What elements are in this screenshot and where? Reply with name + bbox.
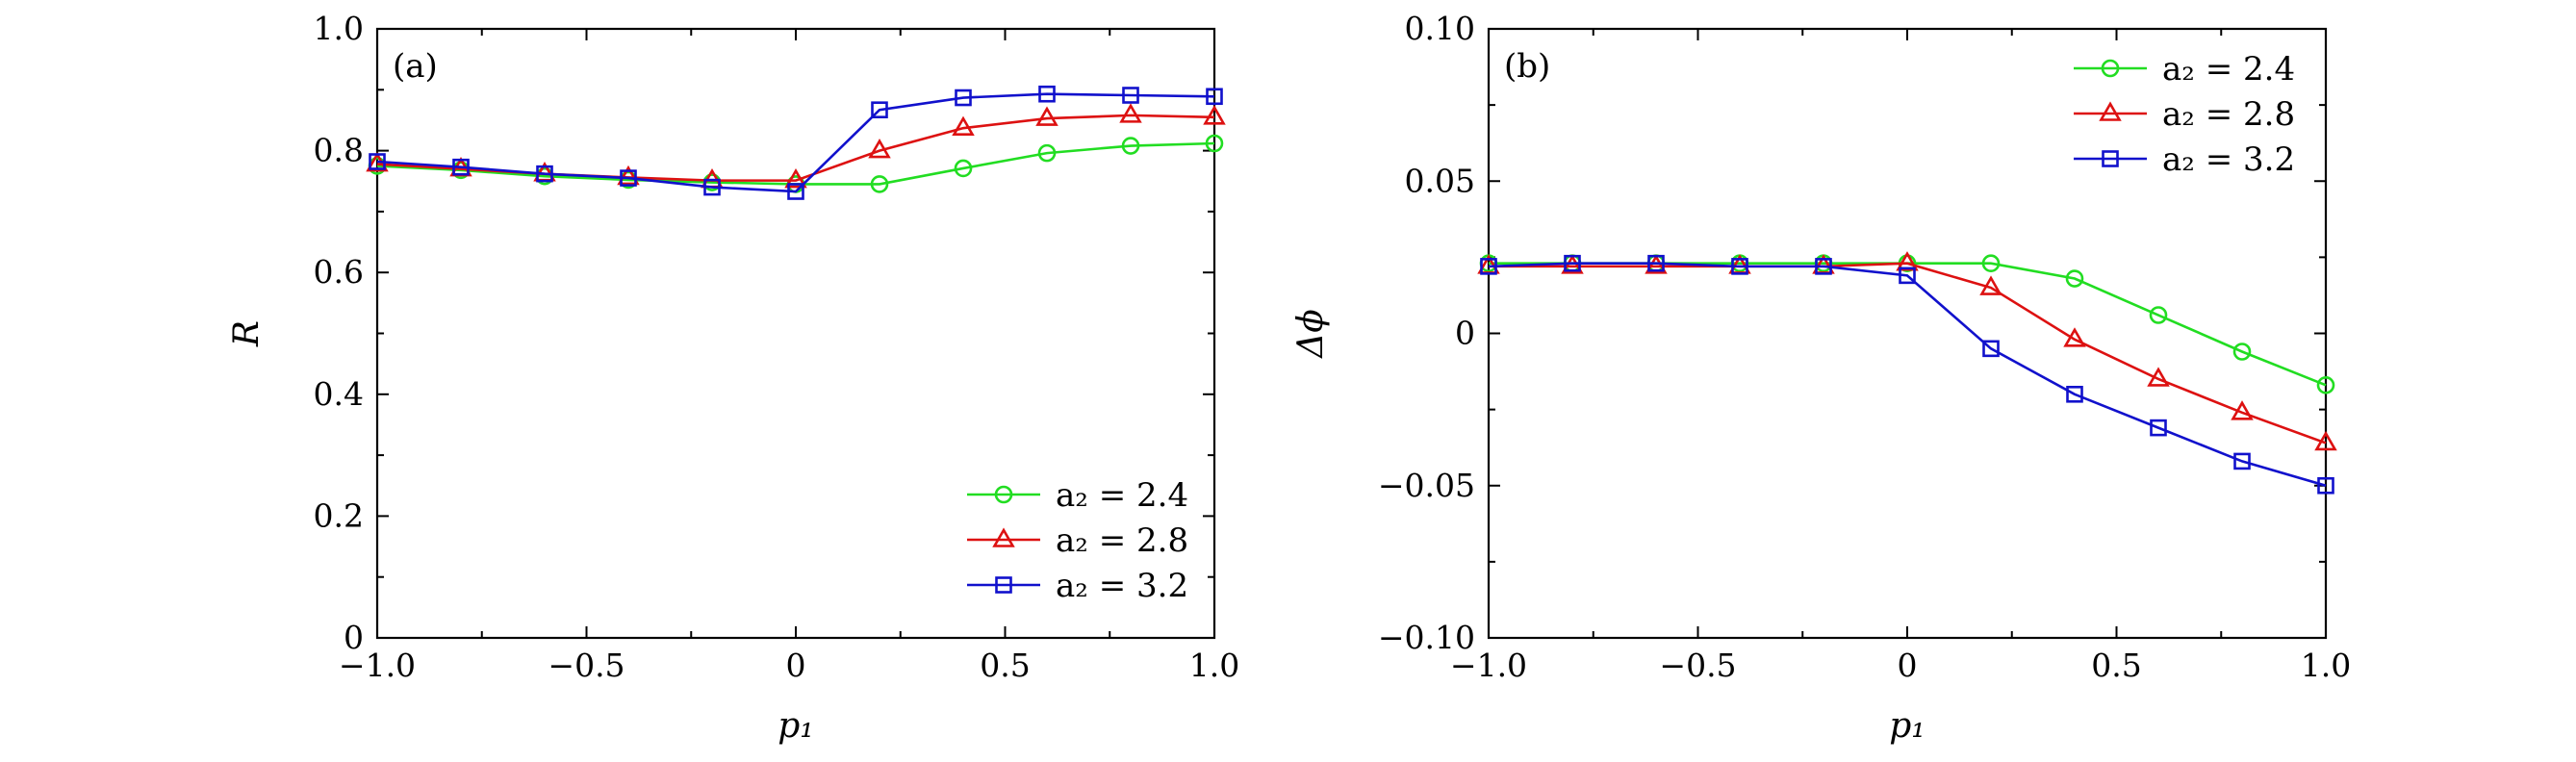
panel-b-series-3 (1480, 254, 2334, 495)
panel-b-y-tick-label: 0.05 (1405, 162, 1475, 199)
panel-a-x-tick-label: 1.0 (1189, 647, 1239, 684)
panel-b-legend-entry: a₂ = 3.2 (2162, 140, 2295, 179)
panel-b-data-point (2232, 343, 2252, 361)
panel-b-data-point (2316, 376, 2335, 394)
panel-a-y-tick-label: 0.4 (314, 375, 364, 413)
panel-a-legend-entry: a₂ = 2.4 (1056, 476, 1188, 515)
panel-b-x-tick-label: 0.5 (2091, 647, 2141, 684)
panel-a-y-axis-label: R (227, 320, 267, 347)
panel-a-data-point (870, 175, 889, 193)
panel-a-x-tick-label: −1.0 (339, 647, 416, 684)
panel-b-data-point (1647, 254, 1665, 272)
panel-b-y-axis-label: Δϕ (1291, 309, 1331, 360)
panel-a: −1.0 −0.5 0 0.5 1.0 0 0.2 0.4 0.6 0.8 1.0 p₁ R (a) a₂ … (227, 10, 1239, 746)
panel-a-y-tick-label: 1.0 (314, 10, 364, 47)
panel-b-data-point (1815, 258, 1832, 275)
panel-b-legend-entry: a₂ = 2.8 (2162, 95, 2295, 134)
panel-a-data-point (784, 168, 807, 189)
panel-b-panel-label: (b) (1504, 47, 1550, 86)
panel-b-legend-marker (2099, 101, 2122, 121)
panel-a-data-point (369, 153, 386, 170)
panel-b-series-line (1489, 262, 2327, 444)
panel-a-x-tick-label: −0.5 (548, 647, 625, 684)
panel-a-data-point (955, 89, 972, 107)
panel-a-legend-marker (995, 576, 1012, 594)
panel-a-data-point (954, 159, 973, 178)
panel-b-data-point (1982, 340, 2000, 358)
panel-a-data-point (1119, 103, 1142, 123)
panel-a-data-point (787, 183, 804, 200)
panel-a-data-point (536, 165, 553, 183)
panel-b-x-tick-label: −1.0 (1450, 647, 1527, 684)
panel-b-data-point (2149, 306, 2168, 324)
panel-b-data-point (2317, 476, 2334, 495)
panel-b-data-point (2063, 327, 2086, 347)
panel-a-data-point (1203, 105, 1226, 125)
panel-b: −1.0 −0.5 0 0.5 1.0 −0.10 −0.05 0 0.05 0.10 p₁ Δϕ (b… (1291, 10, 2351, 746)
panel-a-data-point (1205, 134, 1224, 153)
panel-b-y-tick-label: −0.05 (1378, 467, 1475, 504)
panel-b-data-point (1899, 267, 1916, 285)
panel-a-data-point (868, 138, 891, 159)
panel-a-legend-marker (994, 485, 1013, 504)
panel-a-data-point (452, 158, 470, 176)
panel-a-x-axis-label: p₁ (778, 706, 813, 746)
panel-b-data-point (1896, 251, 1919, 271)
panel-b-data-point (1564, 254, 1581, 272)
panel-b-legend-entry: a₂ = 2.4 (2162, 50, 2295, 89)
panel-b-data-point (2231, 400, 2254, 420)
panel-a-y-tick-label: 0.8 (314, 132, 364, 169)
panel-b-series-line (1488, 262, 2327, 487)
panel-b-data-point (2147, 367, 2170, 387)
panel-b-x-tick-label: 0 (1898, 647, 1918, 684)
panel-a-data-point (952, 115, 975, 136)
panel-a-series-line (376, 92, 1215, 193)
panel-b-data-point (2233, 452, 2251, 470)
panel-a-data-point (620, 169, 637, 187)
panel-b-x-tick-label: 1.0 (2301, 647, 2351, 684)
panel-a-data-point (871, 101, 888, 118)
panel-b-data-point (2065, 269, 2084, 288)
panel-b-x-axis-label: p₁ (1889, 706, 1925, 746)
panel-b-legend-marker (2101, 59, 2120, 78)
panel-a-y-tick-label: 0 (344, 619, 364, 656)
panel-a-y-tick-label: 0.2 (314, 496, 364, 534)
panel-b-legend: a₂ = 2.4 a₂ = 2.8 a₂ = 3.2 (2074, 50, 2295, 179)
panel-a-legend: a₂ = 2.4 a₂ = 2.8 a₂ = 3.2 (967, 476, 1188, 605)
panel-b-data-point (2150, 419, 2167, 437)
panel-b-data-point (1979, 275, 2002, 295)
panel-b-data-point (1731, 258, 1748, 275)
panel-a-data-point (1206, 88, 1223, 106)
panel-a-data-point (703, 178, 721, 196)
panel-a-data-point (1037, 143, 1057, 163)
panel-b-y-tick-label: 0 (1455, 315, 1475, 352)
panel-a-data-point (1122, 87, 1139, 104)
panel-a-legend-marker (992, 527, 1015, 547)
panel-b-data-point (2066, 385, 2083, 403)
panel-a-data-point (617, 165, 640, 186)
panel-b-data-point (1480, 258, 1497, 275)
panel-a-panel-label: (a) (393, 47, 438, 86)
panel-a-data-point (1035, 106, 1058, 126)
panel-a-data-point (1121, 137, 1140, 155)
panel-b-x-tick-label: −0.5 (1659, 647, 1736, 684)
panel-a-data-point (1038, 85, 1056, 103)
panel-a-y-tick-label: 0.6 (314, 253, 364, 291)
panel-a-series-line (376, 141, 1215, 186)
panel-b-y-tick-label: 0.10 (1405, 10, 1475, 47)
panel-a-x-tick-label: 0 (786, 647, 806, 684)
panel-a-series-2 (366, 103, 1226, 189)
panel-a-legend-entry: a₂ = 2.8 (1056, 521, 1188, 560)
panel-b-legend-marker (2102, 150, 2119, 167)
panel-b-data-point (2314, 430, 2337, 451)
panel-b-y-tick-label: −0.10 (1378, 619, 1475, 656)
panel-b-data-point (1981, 254, 2001, 273)
panel-a-x-tick-label: 0.5 (980, 647, 1030, 684)
panel-a-series-3 (369, 85, 1223, 200)
panel-a-legend-entry: a₂ = 3.2 (1056, 567, 1188, 605)
